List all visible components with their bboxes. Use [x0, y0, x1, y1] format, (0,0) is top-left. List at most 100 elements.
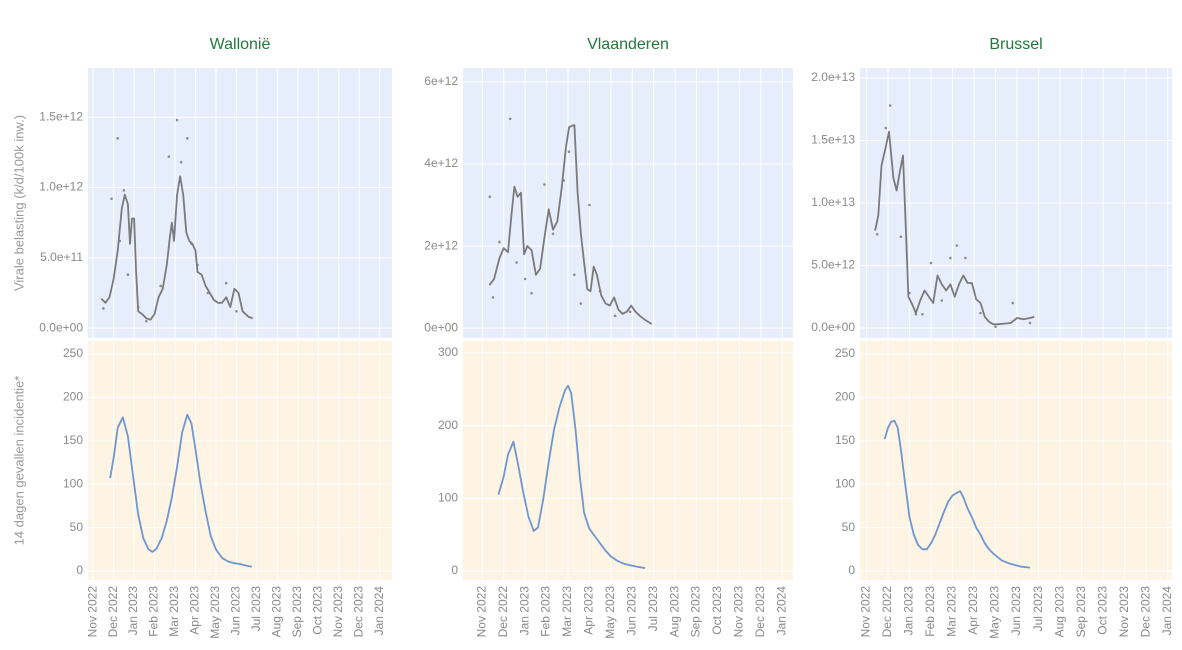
x-tick-label: Jan 2023: [126, 586, 140, 636]
x-tick-label: Feb 2023: [923, 586, 937, 637]
y-tick-label: 100: [63, 476, 83, 490]
x-tick-label: Dec 2022: [880, 586, 894, 638]
y-tick-label: 200: [438, 418, 458, 432]
y-tick-label: 200: [835, 390, 855, 404]
x-tick-label: Nov 2022: [859, 586, 873, 638]
x-tick-label: Feb 2023: [539, 586, 553, 637]
x-tick-label: Dec 2023: [1138, 586, 1152, 638]
panel-background: [88, 68, 392, 338]
data-point: [979, 311, 982, 315]
data-point: [110, 197, 113, 201]
x-tick-label: Mar 2023: [167, 586, 181, 637]
data-point: [955, 244, 959, 247]
series-line: [488, 124, 653, 325]
x-tick-label: Aug 2023: [667, 586, 681, 638]
data-point: [588, 203, 591, 207]
data-point: [628, 310, 632, 314]
data-point: [567, 150, 571, 154]
data-point: [159, 284, 162, 288]
data-point: [875, 232, 879, 236]
data-point: [185, 137, 189, 140]
data-point: [145, 319, 148, 323]
y-tick-label: 300: [438, 345, 458, 359]
data-point: [551, 232, 555, 236]
y-tick-label: 150: [63, 433, 83, 447]
x-tick-label: Oct 2023: [710, 586, 724, 635]
y-tick-label: 1.0e+13: [811, 195, 855, 209]
x-tick-label: Jul 2023: [249, 586, 263, 632]
x-tick-label: Jul 2023: [646, 586, 660, 632]
data-point: [964, 256, 967, 260]
y-tick-label: 200: [63, 390, 83, 404]
series-line: [883, 419, 1031, 569]
x-tick-label: Jan 2023: [517, 586, 531, 636]
data-point: [929, 261, 933, 265]
y-tick-label: 2.0e+13: [811, 70, 855, 84]
data-point: [888, 104, 892, 107]
data-point: [498, 240, 501, 244]
x-tick-label: Apr 2023: [582, 586, 596, 635]
data-point: [126, 273, 130, 277]
x-tick-label: Dec 2023: [351, 586, 365, 638]
data-point: [994, 325, 997, 329]
x-tick-label: Feb 2023: [147, 586, 161, 637]
y-tick-label: 0: [848, 563, 855, 577]
data-point: [573, 273, 576, 277]
data-point: [179, 160, 183, 164]
y-tick-label: 100: [438, 490, 458, 504]
x-tick-label: Oct 2023: [310, 586, 324, 635]
y-tick-label: 0.0e+00: [39, 320, 83, 334]
x-tick-label: Jun 2023: [624, 586, 638, 636]
x-tick-label: Jan 2024: [372, 586, 386, 636]
data-point: [508, 117, 512, 121]
data-point: [224, 281, 228, 285]
y-tick-label: 1.5e+13: [811, 133, 855, 147]
y-tick-label: 0: [76, 563, 83, 577]
x-tick-label: May 2023: [208, 586, 222, 639]
x-tick-label: Sep 2023: [290, 586, 304, 638]
x-tick-label: Dec 2023: [753, 586, 767, 638]
y-tick-label: 5.0e+12: [811, 258, 855, 272]
facet-title: Wallonië: [210, 36, 271, 53]
y-tick-label: 1.0e+12: [39, 180, 83, 194]
data-point: [515, 261, 518, 264]
y-tick-label: 1.5e+12: [39, 109, 83, 123]
data-point: [488, 195, 492, 199]
panel-background: [463, 341, 793, 580]
data-point: [1028, 321, 1032, 325]
x-tick-label: Jan 2023: [902, 586, 916, 636]
x-tick-label: Aug 2023: [1052, 586, 1066, 638]
y-tick-label: 100: [835, 476, 855, 490]
facet-title: Brussel: [989, 36, 1042, 53]
series-line: [497, 384, 646, 569]
panel-background: [860, 341, 1172, 580]
x-tick-label: Apr 2023: [966, 586, 980, 635]
x-tick-label: Jul 2023: [1031, 586, 1045, 632]
x-tick-label: Aug 2023: [270, 586, 284, 638]
x-tick-label: May 2023: [988, 586, 1002, 639]
data-point: [116, 137, 119, 140]
data-point: [899, 235, 903, 239]
y-tick-label: 0e+00: [424, 320, 458, 334]
panel-background: [463, 68, 793, 338]
data-point: [122, 189, 126, 192]
data-point: [102, 307, 105, 310]
data-point: [921, 312, 924, 316]
y-tick-label: 250: [835, 346, 855, 360]
x-tick-label: Nov 2022: [85, 586, 99, 638]
x-tick-label: Nov 2022: [474, 586, 488, 638]
x-tick-label: Mar 2023: [945, 586, 959, 637]
x-tick-label: Dec 2022: [106, 586, 120, 638]
y-tick-label: 150: [835, 433, 855, 447]
y-tick-label: 6e+12: [424, 74, 458, 88]
y-tick-label: 50: [842, 520, 856, 534]
series-line: [109, 413, 252, 568]
data-point: [167, 155, 171, 158]
x-tick-label: Jan 2024: [1160, 586, 1174, 636]
series-line: [874, 130, 1035, 326]
y-tick-label: 250: [63, 346, 83, 360]
data-point: [235, 309, 238, 313]
y-tick-label: 0: [451, 563, 458, 577]
x-tick-label: Jan 2024: [774, 586, 788, 636]
